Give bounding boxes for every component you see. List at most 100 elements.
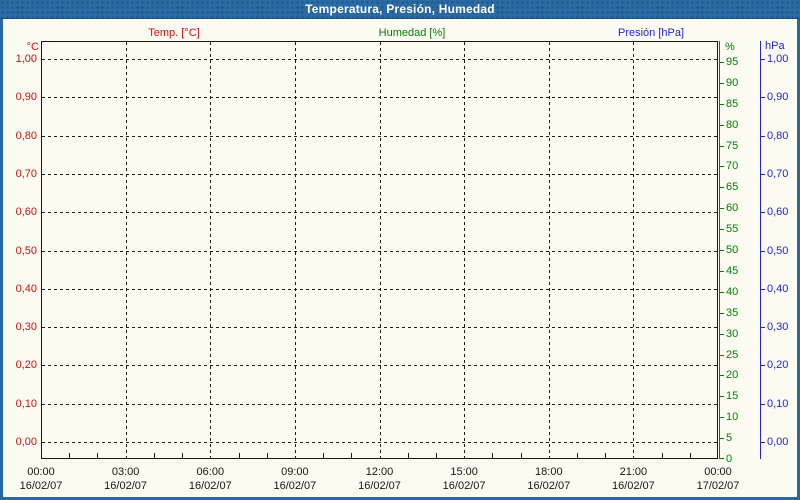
pressure-tick [760, 135, 765, 137]
temperature-tick-label: 0,30 [15, 321, 37, 334]
humidity-tick [719, 417, 724, 419]
humidity-tick-label: 0 [726, 453, 733, 465]
x-axis-minor-tick [661, 453, 663, 458]
x-axis-time-label: 21:00 [619, 466, 648, 478]
x-axis-date-label: 16/02/07 [19, 480, 63, 492]
pressure-tick-label: 0,10 [767, 397, 789, 410]
humidity-tick [719, 250, 724, 251]
humidity-tick [719, 208, 724, 210]
x-axis-time-label: 18:00 [535, 466, 563, 478]
humidity-tick-label: 90 [726, 76, 739, 89]
x-axis-minor-tick [407, 453, 409, 458]
humidity-tick-label: 10 [726, 411, 739, 424]
plot-area [41, 41, 718, 459]
pressure-tick [760, 97, 765, 99]
x-axis-minor-tick [97, 453, 99, 458]
temperature-tick-label: 1,00 [15, 53, 37, 65]
x-axis-minor-tick [689, 453, 691, 458]
temperature-axis-unit: °C [26, 41, 39, 53]
humidity-tick [719, 291, 724, 293]
x-axis-date-label: 16/02/07 [527, 480, 571, 492]
pressure-tick [760, 403, 765, 405]
humidity-tick-label: 5 [726, 432, 733, 445]
humidity-tick [719, 354, 724, 356]
humidity-tick-label: 25 [726, 348, 739, 361]
x-axis-minor-tick [238, 453, 240, 458]
humidity-tick [719, 375, 724, 377]
temperature-tick-label: 0,80 [15, 129, 37, 142]
pressure-tick-label: 0,30 [767, 321, 789, 334]
humidity-tick [719, 61, 724, 63]
x-axis-minor-tick [492, 453, 494, 458]
temperature-tick-label: 0,70 [15, 167, 37, 180]
x-axis-minor-tick [153, 453, 155, 458]
temperature-tick-label: 0,60 [15, 206, 37, 219]
gridline-vertical [464, 42, 466, 458]
gridline-vertical [379, 42, 381, 458]
pressure-tick-label: 1,00 [767, 53, 789, 65]
humidity-tick [719, 458, 724, 459]
pressure-tick [760, 250, 765, 252]
x-axis-minor-tick [520, 453, 522, 458]
pressure-tick-label: 0,40 [767, 282, 789, 295]
gridline-vertical [633, 42, 635, 458]
humidity-tick [719, 333, 724, 335]
pressure-axis-line [760, 41, 761, 459]
x-axis-date-label: 16/02/07 [611, 480, 655, 492]
temperature-tick-label: 0,20 [15, 359, 37, 372]
humidity-tick-label: 55 [726, 223, 739, 236]
x-axis-date-label: 16/02/07 [104, 480, 148, 492]
legend-temperature: Temp. [°C] [148, 27, 200, 39]
window-frame-left [0, 19, 3, 500]
x-axis-date-label: 16/02/07 [188, 480, 232, 492]
pressure-tick [760, 365, 765, 367]
humidity-tick [719, 187, 724, 189]
x-axis-minor-tick [182, 453, 183, 458]
humidity-tick-label: 40 [726, 285, 739, 298]
humidity-tick-label: 35 [726, 306, 739, 319]
gridline-vertical [294, 42, 296, 458]
window-title: Temperatura, Presión, Humedad [305, 2, 495, 16]
humidity-tick-label: 80 [726, 118, 739, 131]
pressure-tick-label: 0,50 [767, 244, 789, 257]
humidity-tick-label: 75 [726, 139, 739, 152]
gridline-vertical [548, 42, 550, 458]
pressure-tick [760, 288, 765, 290]
legend-humidity: Humedad [%] [378, 27, 446, 39]
humidity-tick [719, 124, 724, 126]
humidity-tick-label: 50 [726, 244, 739, 256]
humidity-tick-label: 85 [726, 97, 739, 110]
humidity-tick-label: 65 [726, 181, 739, 194]
humidity-tick-label: 30 [726, 327, 739, 340]
x-axis-minor-tick [577, 453, 578, 458]
pressure-tick [760, 442, 765, 443]
humidity-tick [719, 166, 724, 168]
x-axis-time-label: 00:00 [27, 466, 55, 478]
temperature-tick-label: 0,10 [15, 397, 37, 410]
humidity-tick-label: 20 [726, 369, 739, 382]
x-axis-minor-tick [323, 453, 325, 458]
humidity-tick [719, 270, 724, 272]
humidity-tick-label: 45 [726, 264, 739, 277]
title-bar: Temperatura, Presión, Humedad [0, 0, 800, 19]
gridline-vertical [210, 42, 212, 458]
x-axis-date-label: 16/02/07 [442, 480, 486, 492]
legend-pressure: Presión [hPa] [617, 27, 685, 39]
temperature-tick-label: 0,50 [15, 244, 37, 257]
x-axis-minor-tick [605, 453, 607, 458]
pressure-tick-label: 0,90 [767, 91, 789, 104]
humidity-tick-label: 70 [726, 160, 739, 173]
pressure-tick [760, 59, 765, 60]
humidity-axis-unit: % [725, 41, 735, 53]
humidity-tick [719, 103, 724, 105]
x-axis-time-label: 15:00 [450, 466, 478, 478]
humidity-tick-label: 95 [726, 55, 739, 68]
x-axis-date-label: 16/02/07 [273, 480, 317, 492]
humidity-tick [719, 229, 724, 231]
x-axis-time-label: 06:00 [196, 466, 225, 478]
window-frame-bottom [0, 497, 800, 500]
temperature-tick-label: 0,40 [15, 282, 37, 295]
pressure-tick-label: 0,20 [767, 359, 789, 372]
temperature-tick-label: 0,90 [15, 91, 37, 104]
